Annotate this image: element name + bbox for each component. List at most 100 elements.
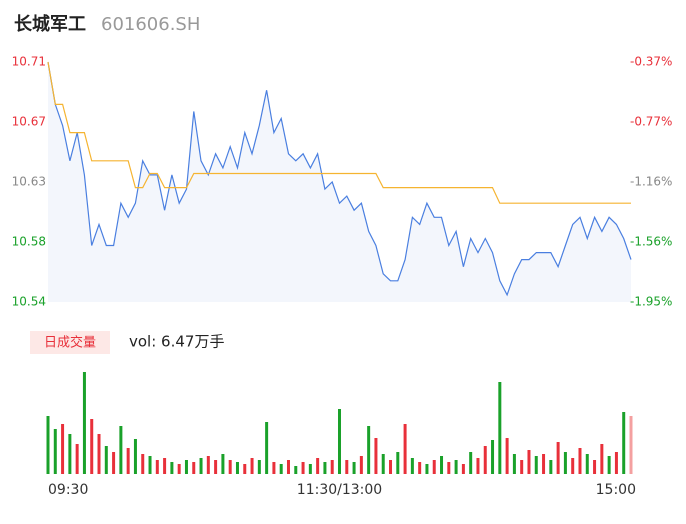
volume-bar xyxy=(425,464,429,474)
volume-bar xyxy=(491,440,495,474)
volume-bar xyxy=(235,462,239,474)
y2-tick-label: -0.37% xyxy=(630,55,672,69)
volume-bar xyxy=(622,412,626,474)
x-tick-label: 15:00 xyxy=(596,482,636,498)
volume-bar xyxy=(126,448,130,474)
volume-bar xyxy=(221,454,225,474)
volume-bar xyxy=(338,409,341,474)
volume-bar xyxy=(257,460,261,474)
volume-bar xyxy=(82,372,86,474)
volume-bar xyxy=(68,434,72,474)
y-tick-label: 10.58 xyxy=(12,235,46,249)
volume-bar xyxy=(403,424,407,474)
y2-tick-label: -1.56% xyxy=(630,235,672,249)
volume-bar xyxy=(607,456,611,474)
volume-bar xyxy=(61,424,65,474)
volume-bar xyxy=(469,452,473,474)
volume-bar xyxy=(447,462,451,474)
volume-bar xyxy=(359,456,363,474)
y2-tick-label: -0.77% xyxy=(630,115,672,129)
y-tick-label: 10.67 xyxy=(12,115,46,129)
volume-bar xyxy=(112,452,116,474)
volume-bar xyxy=(527,450,531,474)
volume-bar xyxy=(585,454,589,474)
volume-bar xyxy=(418,462,422,474)
volume-bar xyxy=(345,460,349,474)
volume-bar xyxy=(294,466,298,474)
volume-bar xyxy=(498,382,502,474)
volume-bar xyxy=(440,456,444,474)
volume-bar xyxy=(520,460,524,474)
y-tick-label: 10.71 xyxy=(12,55,46,69)
stock-code: 601606.SH xyxy=(101,14,200,35)
volume-bar xyxy=(593,460,597,474)
volume-bar xyxy=(206,456,210,474)
volume-bar xyxy=(381,454,385,474)
average-line xyxy=(47,61,631,204)
volume-bar xyxy=(571,458,575,474)
volume-bar xyxy=(177,464,181,474)
volume-bar xyxy=(133,439,137,474)
volume-bar xyxy=(629,416,633,474)
volume-bar xyxy=(90,419,94,474)
volume-bar xyxy=(272,462,276,474)
volume-bar xyxy=(316,458,320,474)
price-area xyxy=(48,62,631,302)
volume-bar xyxy=(534,456,538,474)
y2-tick-label: -1.95% xyxy=(630,295,672,309)
volume-bar xyxy=(323,462,327,474)
price-line xyxy=(47,61,632,297)
volume-bar xyxy=(75,444,79,474)
volume-bar xyxy=(352,462,356,474)
volume-bar xyxy=(563,452,567,474)
volume-bar xyxy=(301,462,305,474)
volume-bar xyxy=(432,460,436,474)
volume-bar xyxy=(141,454,145,474)
volume-bar xyxy=(214,460,218,474)
stock-name: 长城军工 xyxy=(14,13,86,35)
volume-bar xyxy=(279,464,283,474)
volume-bar xyxy=(600,444,604,474)
volume-bar xyxy=(374,438,378,474)
volume-text: vol: 6.47万手 xyxy=(129,333,224,351)
volume-bar xyxy=(461,464,465,474)
x-tick-label: 09:30 xyxy=(48,482,88,498)
volume-bar xyxy=(512,454,516,474)
volume-bar xyxy=(228,460,232,474)
volume-bar xyxy=(184,460,188,474)
volume-bar xyxy=(549,460,553,474)
volume-bar xyxy=(578,448,582,474)
volume-bar xyxy=(192,462,196,474)
volume-bar xyxy=(308,464,312,474)
y-tick-label: 10.63 xyxy=(12,175,46,189)
volume-bar xyxy=(199,458,203,474)
volume-bar xyxy=(286,460,290,474)
volume-bar xyxy=(170,462,174,474)
volume-bar xyxy=(243,464,247,474)
volume-bar xyxy=(454,460,458,474)
volume-bar xyxy=(163,458,167,474)
y-tick-label: 10.54 xyxy=(12,295,46,309)
volume-bar xyxy=(542,454,546,474)
volume-bar xyxy=(155,460,159,474)
volume-bar xyxy=(330,460,334,474)
volume-bar xyxy=(53,429,57,474)
legend-label: 日成交量 xyxy=(44,335,96,351)
volume-bar xyxy=(556,442,560,474)
y2-tick-label: -1.16% xyxy=(630,175,672,189)
volume-bar xyxy=(396,452,400,474)
volume-bar xyxy=(505,438,509,474)
volume-bar xyxy=(483,446,487,474)
legend-box xyxy=(30,331,110,354)
volume-bar xyxy=(97,434,101,474)
volume-bar xyxy=(104,446,108,474)
volume-bar xyxy=(265,422,269,474)
volume-bar xyxy=(119,426,123,474)
volume-bar xyxy=(389,460,393,474)
volume-bar xyxy=(148,456,152,474)
x-tick-label: 11:30/13:00 xyxy=(297,482,382,498)
volume-bar xyxy=(250,458,254,474)
volume-bar xyxy=(46,416,50,474)
volume-bar xyxy=(476,458,480,474)
